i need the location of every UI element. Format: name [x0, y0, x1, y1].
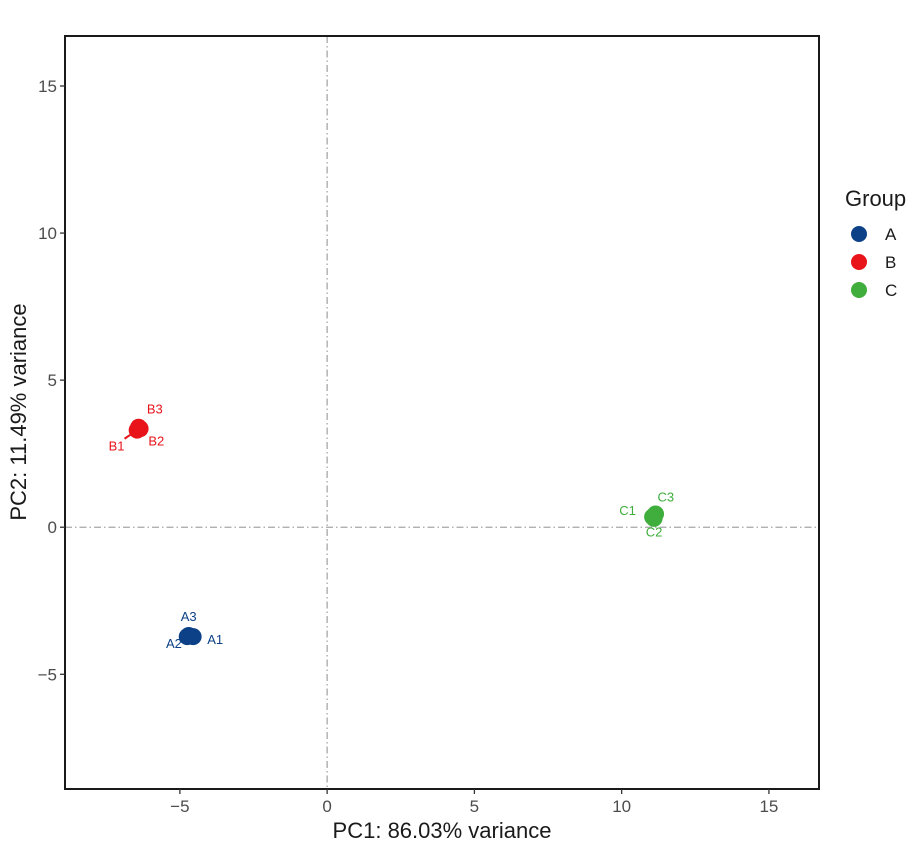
x-tick-label: 15	[759, 797, 778, 816]
x-tick-label: 0	[322, 797, 331, 816]
label-leader-line	[123, 429, 138, 440]
y-tick-label: 5	[48, 371, 57, 390]
point-label-c1: C1	[619, 503, 636, 518]
point-label-b2: B2	[148, 433, 164, 448]
y-tick-label: 10	[38, 224, 57, 243]
x-axis-title: PC1: 86.03% variance	[333, 818, 552, 843]
x-tick-label: 5	[470, 797, 479, 816]
y-tick-label: −5	[38, 665, 57, 684]
point-label-c3: C3	[658, 489, 675, 504]
point-label-a2: A2	[166, 636, 182, 651]
legend-label-c: C	[885, 281, 897, 300]
y-axis-title: PC2: 11.49% variance	[6, 303, 31, 520]
y-axis: −5 0 5 10 15	[38, 77, 65, 684]
y-tick-label: 0	[48, 518, 57, 537]
x-tick-label: −5	[170, 797, 189, 816]
legend-key-b	[851, 254, 867, 270]
reference-lines	[65, 36, 819, 789]
point-label-c2: C2	[646, 525, 663, 540]
point-labels: A1 A2 A3 B1 B2 B3 C1 C2 C3	[109, 401, 675, 650]
legend-label-b: B	[885, 253, 896, 272]
legend-title: Group	[845, 186, 906, 211]
point-label-b3: B3	[147, 401, 163, 416]
y-tick-label: 15	[38, 77, 57, 96]
legend: Group ABC	[845, 186, 906, 300]
x-axis: −5 0 5 10 15	[170, 789, 778, 816]
x-tick-label: 10	[612, 797, 631, 816]
legend-key-a	[851, 226, 867, 242]
point-label-a3: A3	[181, 609, 197, 624]
legend-label-a: A	[885, 225, 897, 244]
plot-panel-border	[64, 35, 820, 790]
point-label-a1: A1	[207, 632, 223, 647]
legend-key-c	[851, 282, 867, 298]
data-point-a3	[180, 626, 198, 644]
point-label-b1: B1	[109, 439, 125, 454]
data-point-c3	[647, 505, 665, 523]
